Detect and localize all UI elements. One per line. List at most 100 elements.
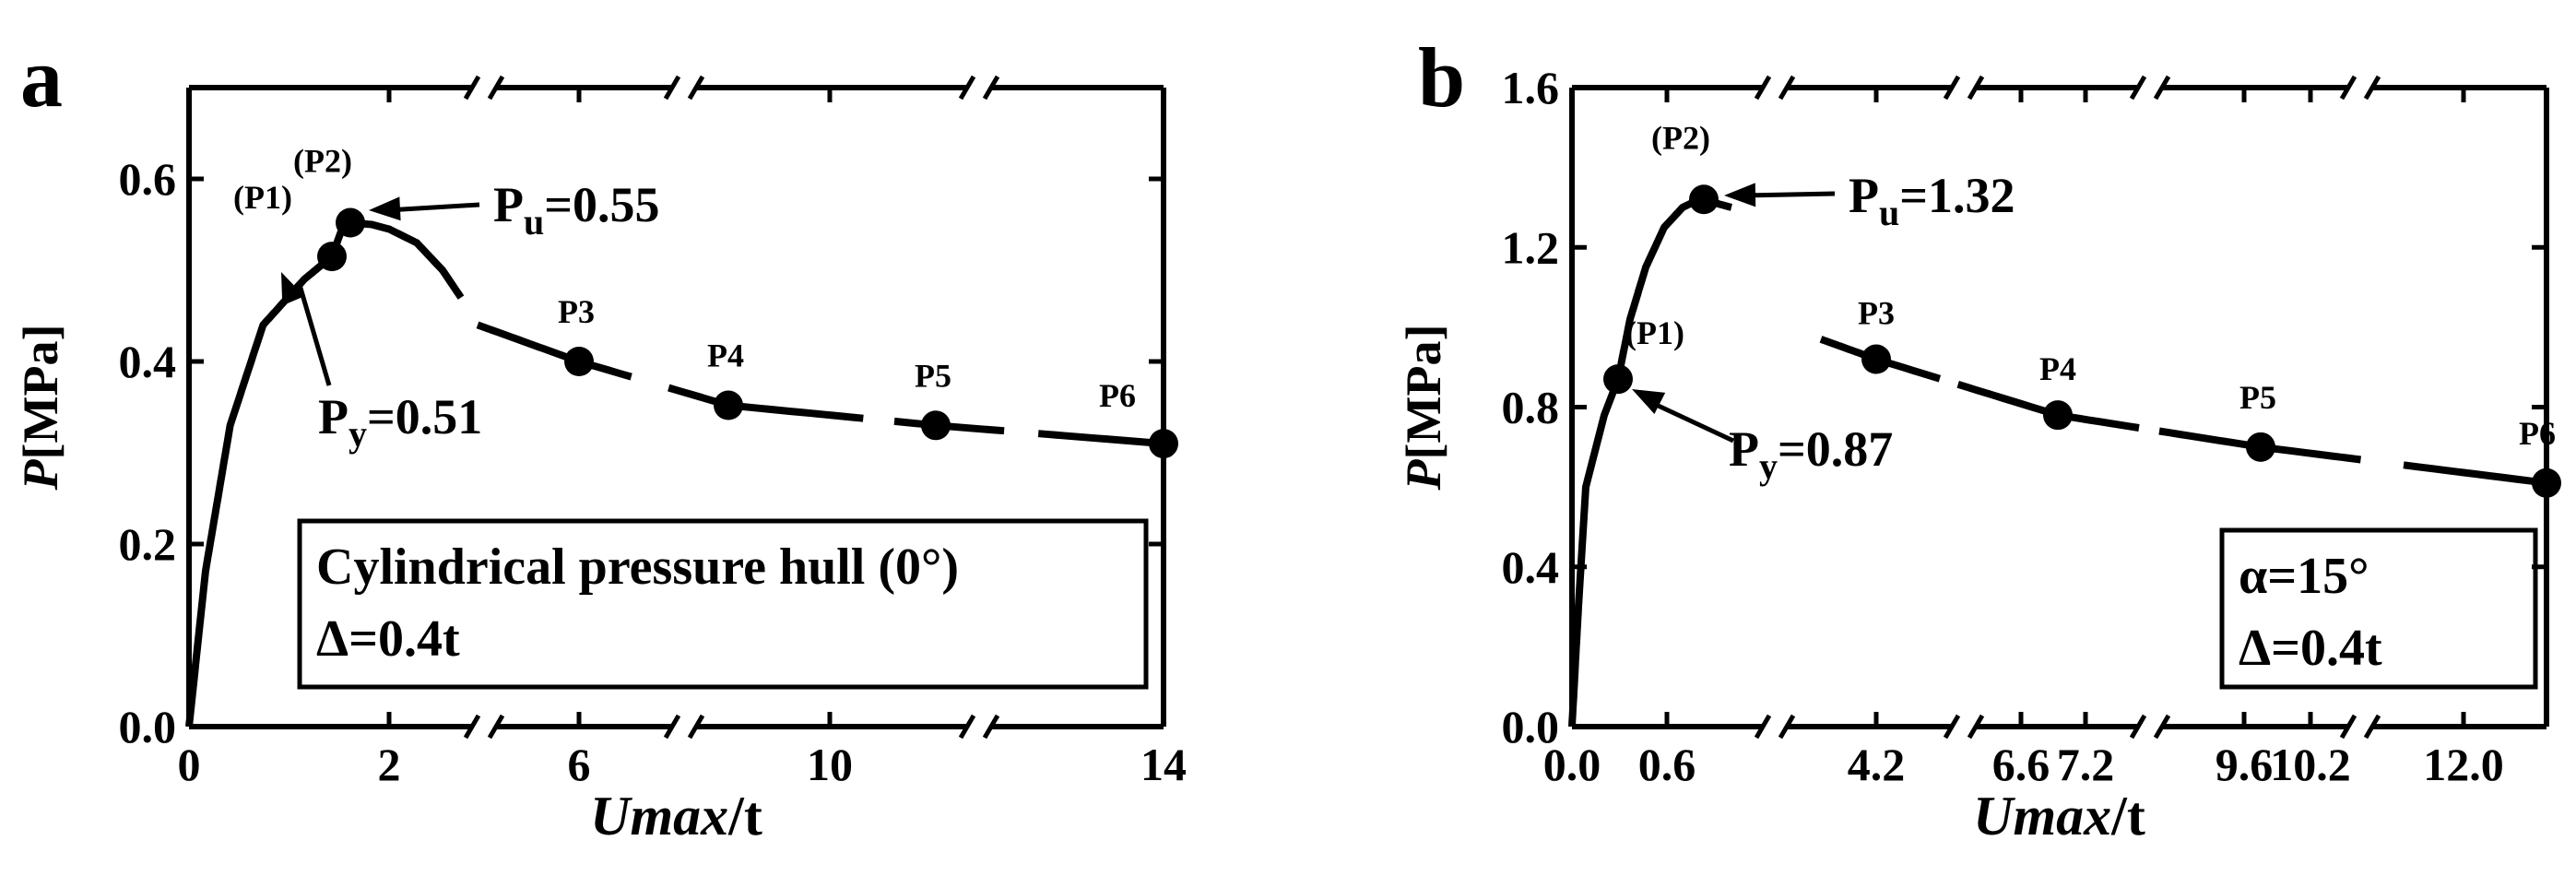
series-line — [1037, 430, 1164, 448]
point-label: P5 — [2239, 379, 2276, 416]
annotation-label: Py=0.87 — [1729, 421, 1893, 487]
annotation-main: P — [318, 389, 349, 444]
data-point — [1689, 184, 1719, 215]
data-point — [1603, 364, 1633, 395]
axis-break-mark — [2363, 714, 2381, 740]
axis-break-mark — [487, 714, 505, 740]
arrow-head — [369, 196, 401, 221]
annotation-arrow — [1742, 191, 1836, 198]
axis-break-gap — [2348, 719, 2372, 734]
data-point — [2043, 400, 2073, 431]
arrow-head — [1632, 389, 1666, 415]
axis-break-mark — [487, 75, 505, 101]
annotation-main: P — [493, 177, 524, 232]
point-label: P4 — [707, 337, 744, 374]
x-tick-label: 0.0 — [1543, 739, 1601, 790]
x-tick-label: 0 — [178, 739, 201, 790]
legend-line: α=15° — [2239, 548, 2369, 605]
axis-break-mark — [1943, 75, 1961, 101]
point-label: (P2) — [1651, 119, 1710, 156]
axis-break-mark — [1778, 75, 1796, 101]
data-point — [921, 410, 951, 441]
x-axis-label-italic: Umax — [590, 786, 728, 846]
y-axis-label-unit: [MPa] — [1396, 325, 1451, 460]
y-axis-label: P[MPa] — [13, 325, 68, 491]
axis-break-gap — [672, 80, 696, 95]
x-tick-label: 9.6 — [2216, 739, 2274, 790]
point-label: (P1) — [233, 179, 292, 216]
x-tick-label: 14 — [1140, 739, 1187, 790]
annotation-sub: y — [349, 413, 367, 455]
x-tick-label: 7.2 — [2057, 739, 2115, 790]
axis-break-mark — [663, 75, 681, 101]
annotation-value: =0.55 — [544, 177, 659, 232]
point-label: P6 — [2519, 415, 2556, 452]
axis-break-mark — [1754, 75, 1772, 101]
x-axis-label-unit: /t — [2110, 786, 2145, 846]
arrow-head — [1724, 183, 1756, 207]
axis-break-mark — [2129, 714, 2147, 740]
axis-break-mark — [2339, 75, 2357, 101]
legend-line: Δ=0.4t — [316, 610, 460, 668]
axis-break-gap — [967, 80, 991, 95]
annotation-main: P — [1849, 168, 1879, 223]
data-point — [714, 390, 743, 420]
y-axis-label-italic: P — [1396, 458, 1451, 491]
y-tick-label: 0.6 — [119, 153, 177, 205]
legend-box — [2219, 527, 2538, 690]
y-axis-label-unit: [MPa] — [13, 325, 68, 460]
annotation-arrow — [1648, 399, 1735, 444]
legend-line: Δ=0.4t — [2239, 620, 2382, 677]
axis-break-mark — [2153, 714, 2171, 740]
point-label: P4 — [2039, 350, 2076, 387]
series-line — [668, 384, 864, 422]
panel-label: b — [1418, 30, 1465, 124]
point-label: P5 — [915, 357, 951, 394]
chart-panel-a: a Cylindrical pressure hull (0°) Δ=0.4t 0.0… — [13, 30, 1187, 846]
point-label: (P1) — [1625, 314, 1684, 351]
data-point — [336, 207, 365, 238]
annotation-value: =0.87 — [1778, 421, 1893, 477]
data-point — [2532, 468, 2561, 498]
point-label: P6 — [1099, 377, 1136, 414]
point-label: P3 — [1858, 295, 1895, 332]
axis-break-mark — [463, 714, 481, 740]
y-tick-label: 0.4 — [119, 336, 177, 387]
point-label: P3 — [558, 293, 595, 330]
arrow-head — [281, 272, 305, 306]
axis-break-mark — [1754, 714, 1772, 740]
axis-break-gap — [472, 80, 496, 95]
y-tick-label: 0.8 — [1502, 382, 1560, 433]
y-axis-label-italic: P — [13, 458, 68, 491]
axis-break-mark — [2339, 714, 2357, 740]
annotation-sub: u — [1879, 192, 1899, 233]
axis-break-mark — [1967, 75, 1985, 101]
x-axis-label: Umax/t — [1973, 786, 2145, 846]
x-tick-label: 2 — [378, 739, 401, 790]
annotation-label: Pu=0.55 — [493, 177, 660, 243]
data-point — [2246, 432, 2275, 462]
series-line — [476, 321, 632, 381]
y-tick-label: 0.2 — [119, 518, 177, 570]
legend-line: Cylindrical pressure hull (0°) — [316, 539, 959, 596]
data-point — [1149, 429, 1178, 459]
axis-break-mark — [1778, 714, 1796, 740]
y-tick-label: 0.4 — [1502, 541, 1560, 593]
y-tick-label: 1.6 — [1502, 62, 1560, 113]
annotation-label: Py=0.51 — [318, 389, 482, 455]
x-tick-label: 10 — [807, 739, 853, 790]
data-point — [317, 242, 347, 272]
annotation-value: =0.51 — [367, 389, 482, 444]
x-tick-label: 6 — [568, 739, 591, 790]
axis-break-mark — [1943, 714, 1961, 740]
annotation-main: P — [1729, 421, 1759, 477]
axis-break-mark — [687, 714, 705, 740]
x-tick-label: 0.6 — [1638, 739, 1696, 790]
x-axis-label: Umax/t — [590, 786, 762, 846]
axis-break-gap — [1763, 719, 1787, 734]
chart-panel-b: b α=15° Δ=0.4t 0.0 0.4 0.8 1.2 1.6 0.0 0.6 4.2 6.6 7… — [1396, 30, 2561, 846]
axis-break-mark — [1967, 714, 1985, 740]
axis-break-gap — [472, 719, 496, 734]
axis-break-mark — [687, 75, 705, 101]
